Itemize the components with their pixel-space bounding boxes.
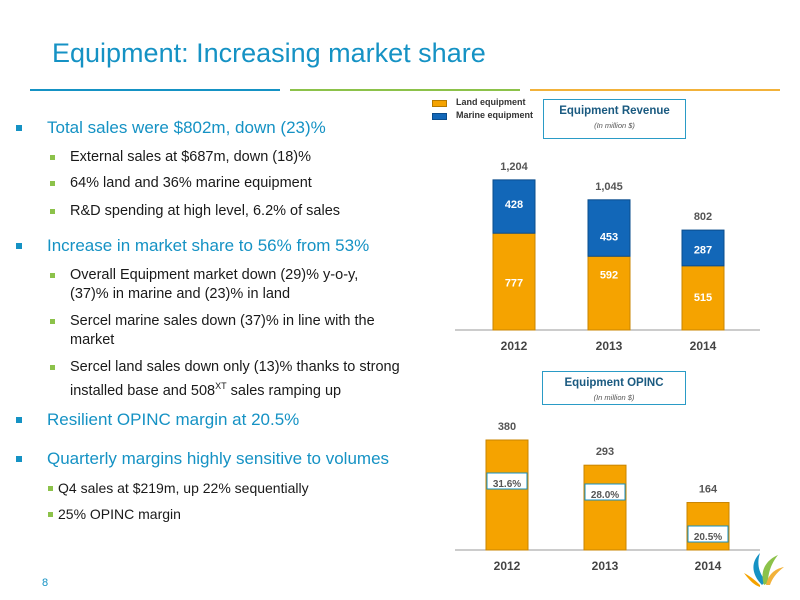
label-opinc-2014: 164	[699, 484, 718, 496]
slide-title: Equipment: Increasing market share	[52, 38, 486, 68]
bar-opinc-2013	[583, 464, 627, 551]
label-margin-2013: 28.0%	[591, 490, 619, 501]
bar-land-2013	[587, 255, 631, 331]
label-opinc-2013: 293	[596, 446, 614, 458]
revenue-chart-title: Equipment Revenue	[559, 105, 670, 117]
bar-marine-2013	[587, 199, 631, 257]
label-marine-2013: 453	[600, 231, 618, 243]
square-bullet-icon	[50, 273, 55, 278]
opinc-chart-title: Equipment OPINC	[564, 377, 664, 389]
tick-label-revenue-2012: 2012	[501, 339, 528, 353]
label-land-2012: 777	[505, 277, 523, 289]
bar-marine-2014	[681, 229, 725, 267]
legend-swatch-marine	[432, 113, 447, 120]
square-bullet-icon	[16, 243, 22, 249]
margin-box-2013	[584, 483, 626, 501]
tick-label-revenue-2013: 2013	[596, 339, 623, 353]
label-land-2014: 515	[694, 292, 712, 304]
label-total-2014: 802	[694, 211, 712, 223]
company-logo-icon	[744, 553, 784, 587]
tick-label-opinc-2014: 2014	[695, 559, 722, 573]
bullet-list: Total sales were $802m, down (23)% Exter…	[16, 118, 400, 522]
margin-box-2014	[687, 525, 729, 543]
square-bullet-icon	[50, 319, 55, 324]
square-bullet-icon	[50, 155, 55, 160]
bar-marine-2012	[492, 179, 536, 234]
bar-opinc-2012	[485, 439, 529, 551]
opinc-chart-subtitle: (In million $)	[593, 393, 635, 402]
label-marine-2014: 287	[694, 245, 712, 257]
label-marine-2012: 428	[505, 199, 523, 211]
tick-label-opinc-2012: 2012	[494, 559, 521, 573]
square-bullet-icon	[50, 181, 55, 186]
tick-label-opinc-2013: 2013	[592, 559, 619, 573]
square-bullet-icon	[50, 209, 55, 214]
title-rule-green	[290, 89, 520, 91]
square-bullet-icon	[50, 365, 55, 370]
label-margin-2014: 20.5%	[694, 532, 722, 543]
square-bullet-icon	[16, 417, 22, 423]
tick-label-revenue-2014: 2014	[690, 339, 717, 353]
square-bullet-icon	[48, 512, 53, 517]
square-bullet-icon	[16, 456, 22, 462]
label-opinc-2012: 380	[498, 421, 516, 433]
label-margin-2012: 31.6%	[493, 479, 521, 490]
margin-box-2012	[486, 472, 528, 490]
label-land-2013: 592	[600, 269, 618, 281]
legend-swatch-land	[432, 100, 447, 107]
label-total-2012: 1,204	[500, 161, 528, 173]
title-rule-orange	[530, 89, 780, 91]
square-bullet-icon	[16, 125, 22, 131]
opinc-chart-title-box: Equipment OPINC (In million $)	[542, 371, 686, 405]
revenue-chart-subtitle: (In million $)	[594, 121, 635, 130]
bar-land-2012	[492, 232, 536, 331]
bar-land-2014	[681, 265, 725, 331]
square-bullet-icon	[48, 486, 53, 491]
title-rule-blue	[30, 89, 280, 91]
label-total-2013: 1,045	[595, 181, 623, 193]
page-number: 8	[42, 577, 49, 589]
revenue-chart-title-box: Equipment Revenue (In million $)	[543, 99, 686, 139]
